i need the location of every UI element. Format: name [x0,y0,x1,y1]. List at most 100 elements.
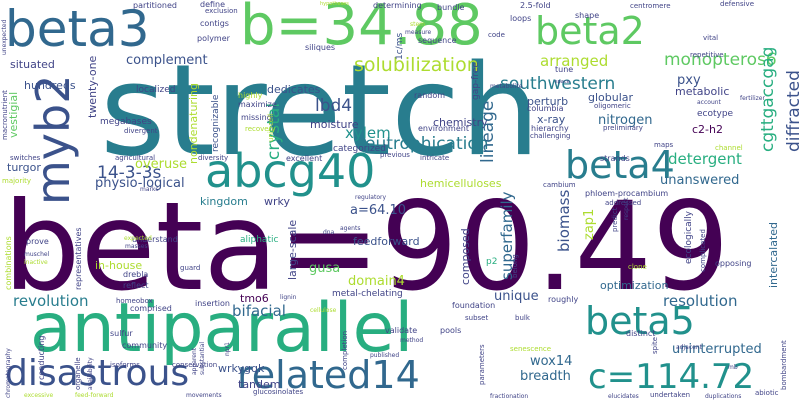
word-dna: dna [323,229,335,236]
word-gap-free: gap-free [471,62,481,100]
word-diversity: diversity [198,154,229,162]
word-mb: mb [728,364,738,371]
word-conducting: conducting [37,335,46,380]
word-polymer: polymer [197,34,230,43]
word-hundreds: hundreds [24,79,76,92]
word-space: space [555,79,570,85]
word-organelle: organelle [74,357,82,390]
word-gusa: gusa [309,261,341,276]
word-monopteros6: monopteros6 [664,50,777,70]
word-isoforms: isoforms [110,361,140,369]
word-myb2: myb2 [26,74,80,206]
word-columbia: columbia [527,104,564,113]
word-kingdom: kingdom [200,195,248,208]
word-completion: completion [341,330,349,370]
word-globular: globular [588,91,634,104]
word-strands: strands [600,154,630,163]
word-twenty-one: twenty-one [86,55,99,118]
word-senescence: senescence [510,345,552,353]
word-domain4: domain4 [348,274,405,289]
word-phloem-procambium: phloem-procambium [585,189,669,198]
word-contigs: contigs [200,19,229,28]
word-beta5: beta5 [585,299,695,343]
word-respect: respect [623,197,630,220]
word-aliphatic: aliphatic [240,235,279,245]
word-nitrogen: nitrogen [598,113,653,128]
word-ecologically: ecologically [684,210,694,264]
word-tmo6: tmo6 [240,292,269,305]
word-siliques: siliques [305,43,336,52]
word-agents: agents [340,225,361,232]
word-tandem: tandem [238,378,281,391]
word-muschel: muschel [24,251,50,258]
word-hierarchy: hierarchy [531,124,569,133]
word-c-114-72: c=114.72 [588,357,755,397]
word-recovery: recovery [245,125,276,133]
word-loops: loops [510,14,532,23]
word-chemistry: chemistry [433,116,488,129]
word-14-3-3s: 14-3-3s [97,163,162,183]
word-p2: p2 [486,257,498,267]
word-bundle: bundle [437,3,465,12]
word-insertion: insertion [195,299,230,308]
word-substantial: substantial [199,341,206,375]
word-subset: subset [465,314,489,322]
word-stretch: stretch [100,37,541,184]
word-shape: shape [575,11,600,20]
word-hemicelluloses: hemicelluloses [420,177,502,190]
word-adjacent: adjacent [676,344,702,351]
word-reflect: reflect [123,281,149,290]
word-published: published [370,352,400,359]
word-maximize: maximize [238,100,277,109]
word-chromatography: chromatography [5,348,12,398]
word-unexpected: unexpected [1,19,8,55]
word-sequence: sequence [418,36,457,45]
word-pxy: pxy [677,73,701,88]
word-optimization: optimization [600,279,669,292]
word-centromere: centromere [630,2,671,10]
word-unique: unique [494,289,539,304]
word-vestigial: vestigial [7,91,20,138]
word-complicated: complicated [699,229,707,272]
word-ecotype: ecotype [697,109,734,119]
word-preliminary: preliminary [603,124,643,132]
word-metal-chelating: metal-chelating [332,289,403,299]
word-beta4: beta4 [565,143,675,187]
word-glucosinolates: glucosinolates [253,388,304,396]
word-physio-logical: physio-logical [95,176,185,191]
word-macronutrient: macronutrient [1,90,9,140]
word-uninterrupted: uninterrupted [672,342,762,357]
word-turgor: turgor [7,161,41,174]
word-excellent: excellent [286,154,323,163]
word-feed-forward: feed-forward [75,392,114,399]
word-abiotic: abiotic [755,389,779,397]
word-lignin: lignin [280,294,297,301]
word-agricultural: agricultural [115,154,156,162]
word-defensive: defensive [720,0,754,8]
word-overuse: overuse [135,157,187,172]
word-localized: localized [136,85,176,95]
word-parameters: parameters [478,344,486,385]
word-bulk: bulk [515,314,530,322]
word-addressed: addressed [605,199,642,207]
word-resolution: resolution [663,292,738,310]
word-clone: clone [628,263,647,271]
word-channel: channel [715,144,743,152]
word-excessive: excessive [24,392,54,399]
word-nondenaturing: nondenaturing [187,83,200,164]
word-understand: understand [132,235,178,244]
word-disastrous: disastrous [5,353,190,394]
word-previous: previous [380,151,410,159]
word-wrkygqk: wrkygqk [218,362,265,375]
word-metabolic: metabolic [675,85,730,98]
word-unit-cell: unit-cell [267,113,275,142]
word-duplications: duplications [705,393,742,400]
word-validate: validate [385,326,418,335]
word-prove: prove [26,237,49,246]
word-x-ray: x-ray [537,113,566,126]
word-representatives: representatives [74,227,83,290]
word-exclusion: exclusion [205,7,238,15]
word-marks: marks [140,186,159,193]
word-dedicates: dedicates [267,83,321,96]
word-cambium: cambium [543,181,576,189]
